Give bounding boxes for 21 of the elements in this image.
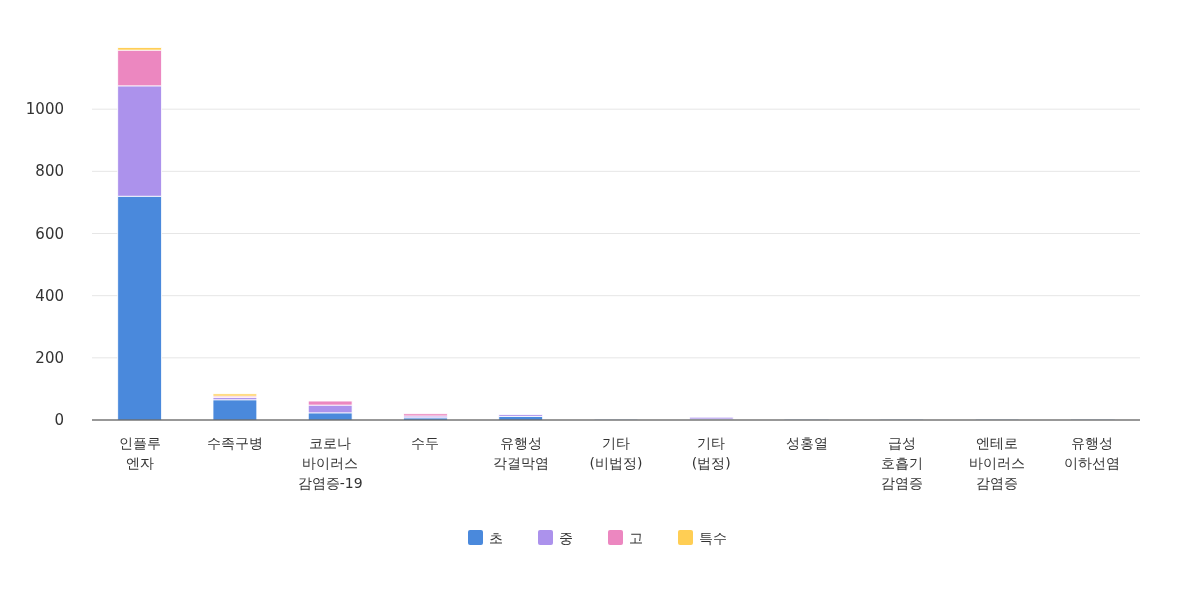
x-tick-label: 인플루 엔자 <box>118 435 161 471</box>
x-tick-label: 유행성 각결막염 <box>492 435 549 471</box>
x-tick-label: 코로나 바이러스 감염증-19 <box>297 435 363 491</box>
x-tick-label: 수족구병 <box>206 435 263 451</box>
y-tick-label: 600 <box>35 224 64 243</box>
y-tick-label: 400 <box>35 286 64 305</box>
x-tick-label: 성홍열 <box>785 435 828 451</box>
y-tick-label: 0 <box>54 411 64 429</box>
x-tick-label: 유행성 이하선염 <box>1064 435 1121 471</box>
legend-label: 중 <box>559 530 573 546</box>
x-tick-label: 수두 <box>411 435 440 451</box>
legend-label: 특수 <box>699 530 727 546</box>
y-tick-label: 200 <box>35 348 64 367</box>
x-tick-label: 급성 호흡기 감염증 <box>880 435 923 491</box>
x-tick-label: 기타 (비법정) <box>589 435 643 471</box>
legend-label: 고 <box>629 530 643 546</box>
y-tick-label: 1000 <box>25 100 64 119</box>
legend-label: 초 <box>489 530 503 546</box>
x-tick-label: 엔테로 바이러스 감염증 <box>969 435 1026 491</box>
y-tick-label: 800 <box>35 162 64 181</box>
x-tick-label: 기타 (법정) <box>691 435 731 471</box>
